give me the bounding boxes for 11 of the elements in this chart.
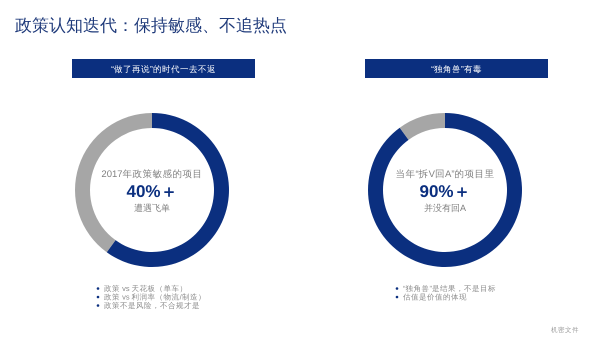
donut-slice	[400, 113, 445, 140]
text: 当年“拆V回A”的项目里	[396, 168, 494, 180]
text: 90%＋	[419, 182, 471, 201]
donut-slice	[368, 113, 522, 267]
chart-subtitle: “独角兽”有毒	[431, 64, 482, 74]
text: 遭遇飞单	[134, 203, 170, 213]
text: 40%＋	[126, 182, 178, 201]
chart-subtitle: “做了再说”的时代一去不返	[111, 64, 216, 74]
chart-title: 政策认知迭代：保持敏感、不追热点	[15, 16, 287, 35]
text: 并没有回A	[424, 203, 466, 213]
text: 2017年政策敏感的项目	[101, 168, 203, 180]
